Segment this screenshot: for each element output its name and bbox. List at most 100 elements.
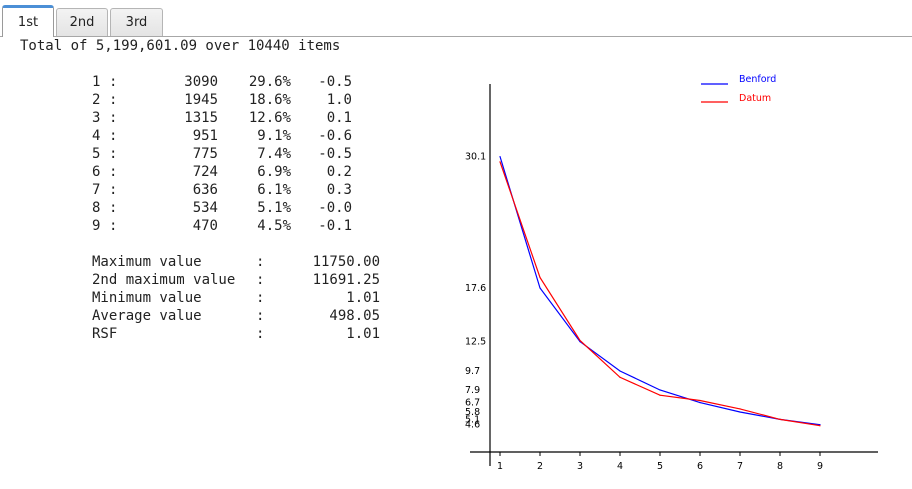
- y-ticks: 30.1 17.6 12.5 9.7 7.9 6.75.85.14.6: [465, 152, 486, 431]
- digit-row: 6: 724 6.9% 0.2: [0, 163, 400, 181]
- tab-divider: [0, 36, 912, 37]
- stat-value: 498.05: [329, 308, 380, 324]
- stat-label: Average value: [92, 308, 202, 324]
- stat-value: 11691.25: [312, 272, 380, 288]
- digit-row: 8: 534 5.1% -0.0: [0, 199, 400, 217]
- digit-deviation: -0.1: [318, 218, 352, 234]
- digit-count: 636: [192, 182, 218, 198]
- y-tick-label: 9.7: [465, 366, 480, 377]
- digit-count: 470: [192, 218, 218, 234]
- digit-label: 8: [92, 200, 101, 216]
- stat-row: Average value: 498.05: [0, 307, 400, 325]
- digit-label: 4: [92, 128, 101, 144]
- data-point-datum: [699, 399, 701, 402]
- digit-separator: :: [109, 146, 118, 162]
- digit-count: 1315: [184, 110, 218, 126]
- digit-deviation: -0.5: [318, 74, 352, 90]
- x-tick-label: 7: [737, 461, 743, 472]
- digit-count: 775: [192, 146, 218, 162]
- legend-datum-label: Datum: [739, 93, 771, 104]
- data-point-datum: [779, 418, 781, 421]
- digit-row: 9: 470 4.5% -0.1: [0, 217, 400, 235]
- y-tick-label: 5.1: [465, 414, 480, 425]
- data-point-datum: [499, 161, 501, 163]
- digit-percent: 12.6%: [248, 110, 291, 126]
- digit-deviation: 0.2: [326, 164, 352, 180]
- x-tick-label: 2: [537, 461, 543, 472]
- x-tick-label: 3: [577, 461, 583, 472]
- digit-deviation: 0.3: [326, 182, 352, 198]
- digit-percent: 18.6%: [248, 92, 291, 108]
- digit-separator: :: [109, 200, 118, 216]
- digit-deviation: -0.5: [318, 146, 352, 162]
- digit-separator: :: [109, 110, 118, 126]
- digit-row: 7: 636 6.1% 0.3: [0, 181, 400, 199]
- stat-value: 1.01: [346, 290, 380, 306]
- digit-count: 1945: [184, 92, 218, 108]
- stat-label: RSF: [92, 326, 118, 342]
- data-point-benford: [619, 370, 621, 372]
- stat-label: Maximum value: [92, 254, 202, 270]
- stat-row: Minimum value: 1.01: [0, 289, 400, 307]
- stat-value: 11750.00: [312, 254, 380, 270]
- y-tick-label: 7.9: [465, 385, 480, 396]
- digit-separator: :: [109, 182, 118, 198]
- series-line-datum: [499, 161, 821, 427]
- stat-value: 1.01: [346, 326, 380, 342]
- x-ticks: 1 2 3 4 5 6 7 8 9: [497, 452, 823, 472]
- digit-row: 2: 1945 18.6% 1.0: [0, 91, 400, 109]
- tab-bar: 1st 2nd 3rd: [0, 0, 912, 37]
- data-point-datum: [619, 376, 621, 378]
- legend-benford-label: Benford: [739, 74, 776, 85]
- digit-percent: 5.1%: [257, 200, 291, 216]
- data-point-datum: [539, 276, 541, 279]
- y-tick-label: 6.7: [465, 398, 480, 409]
- digit-label: 2: [92, 92, 101, 108]
- tab-1st[interactable]: 1st: [2, 5, 54, 37]
- digit-separator: :: [109, 74, 118, 90]
- digit-deviation: 0.1: [326, 110, 352, 126]
- digit-row: 1: 3090 29.6% -0.5: [0, 73, 400, 91]
- digit-label: 9: [92, 218, 101, 234]
- stat-separator: :: [256, 326, 265, 342]
- stat-row: RSF: 1.01: [0, 325, 400, 343]
- stat-label: Minimum value: [92, 290, 202, 306]
- data-point-benford: [659, 389, 661, 391]
- stat-row: 2nd maximum value: 11691.25: [0, 271, 400, 289]
- digit-row: 3: 1315 12.6% 0.1: [0, 109, 400, 127]
- digit-row: 4: 951 9.1% -0.6: [0, 127, 400, 145]
- data-point-benford: [499, 155, 501, 158]
- tab-2nd[interactable]: 2nd: [56, 8, 108, 36]
- digit-count: 951: [192, 128, 218, 144]
- series-lines: [499, 155, 821, 427]
- digit-deviation: -0.6: [318, 128, 352, 144]
- digit-row: 5: 775 7.4% -0.5: [0, 145, 400, 163]
- x-tick-label: 4: [617, 461, 623, 472]
- x-tick-label: 9: [817, 461, 823, 472]
- digit-count: 534: [192, 200, 218, 216]
- y-tick-label: 4.6: [465, 420, 480, 431]
- y-tick-label: 30.1: [465, 152, 486, 163]
- digit-label: 3: [92, 110, 101, 126]
- tab-3rd[interactable]: 3rd: [110, 8, 163, 36]
- stat-separator: :: [256, 290, 265, 306]
- digit-label: 6: [92, 164, 101, 180]
- digit-percent: 4.5%: [257, 218, 291, 234]
- x-tick-label: 8: [777, 461, 783, 472]
- stat-separator: :: [256, 272, 265, 288]
- y-tick-label: 12.5: [465, 337, 486, 348]
- digit-label: 5: [92, 146, 101, 162]
- digit-count: 724: [192, 164, 218, 180]
- digit-separator: :: [109, 218, 118, 234]
- digit-label: 7: [92, 182, 101, 198]
- digit-separator: :: [109, 164, 118, 180]
- stat-row: Maximum value: 11750.00: [0, 253, 400, 271]
- digit-label: 1: [92, 74, 101, 90]
- data-point-benford: [819, 424, 821, 426]
- digit-count: 3090: [184, 74, 218, 90]
- data-point-datum: [739, 408, 741, 410]
- x-tick-label: 6: [697, 461, 703, 472]
- digit-percent: 7.4%: [257, 146, 291, 162]
- data-point-datum: [659, 394, 661, 396]
